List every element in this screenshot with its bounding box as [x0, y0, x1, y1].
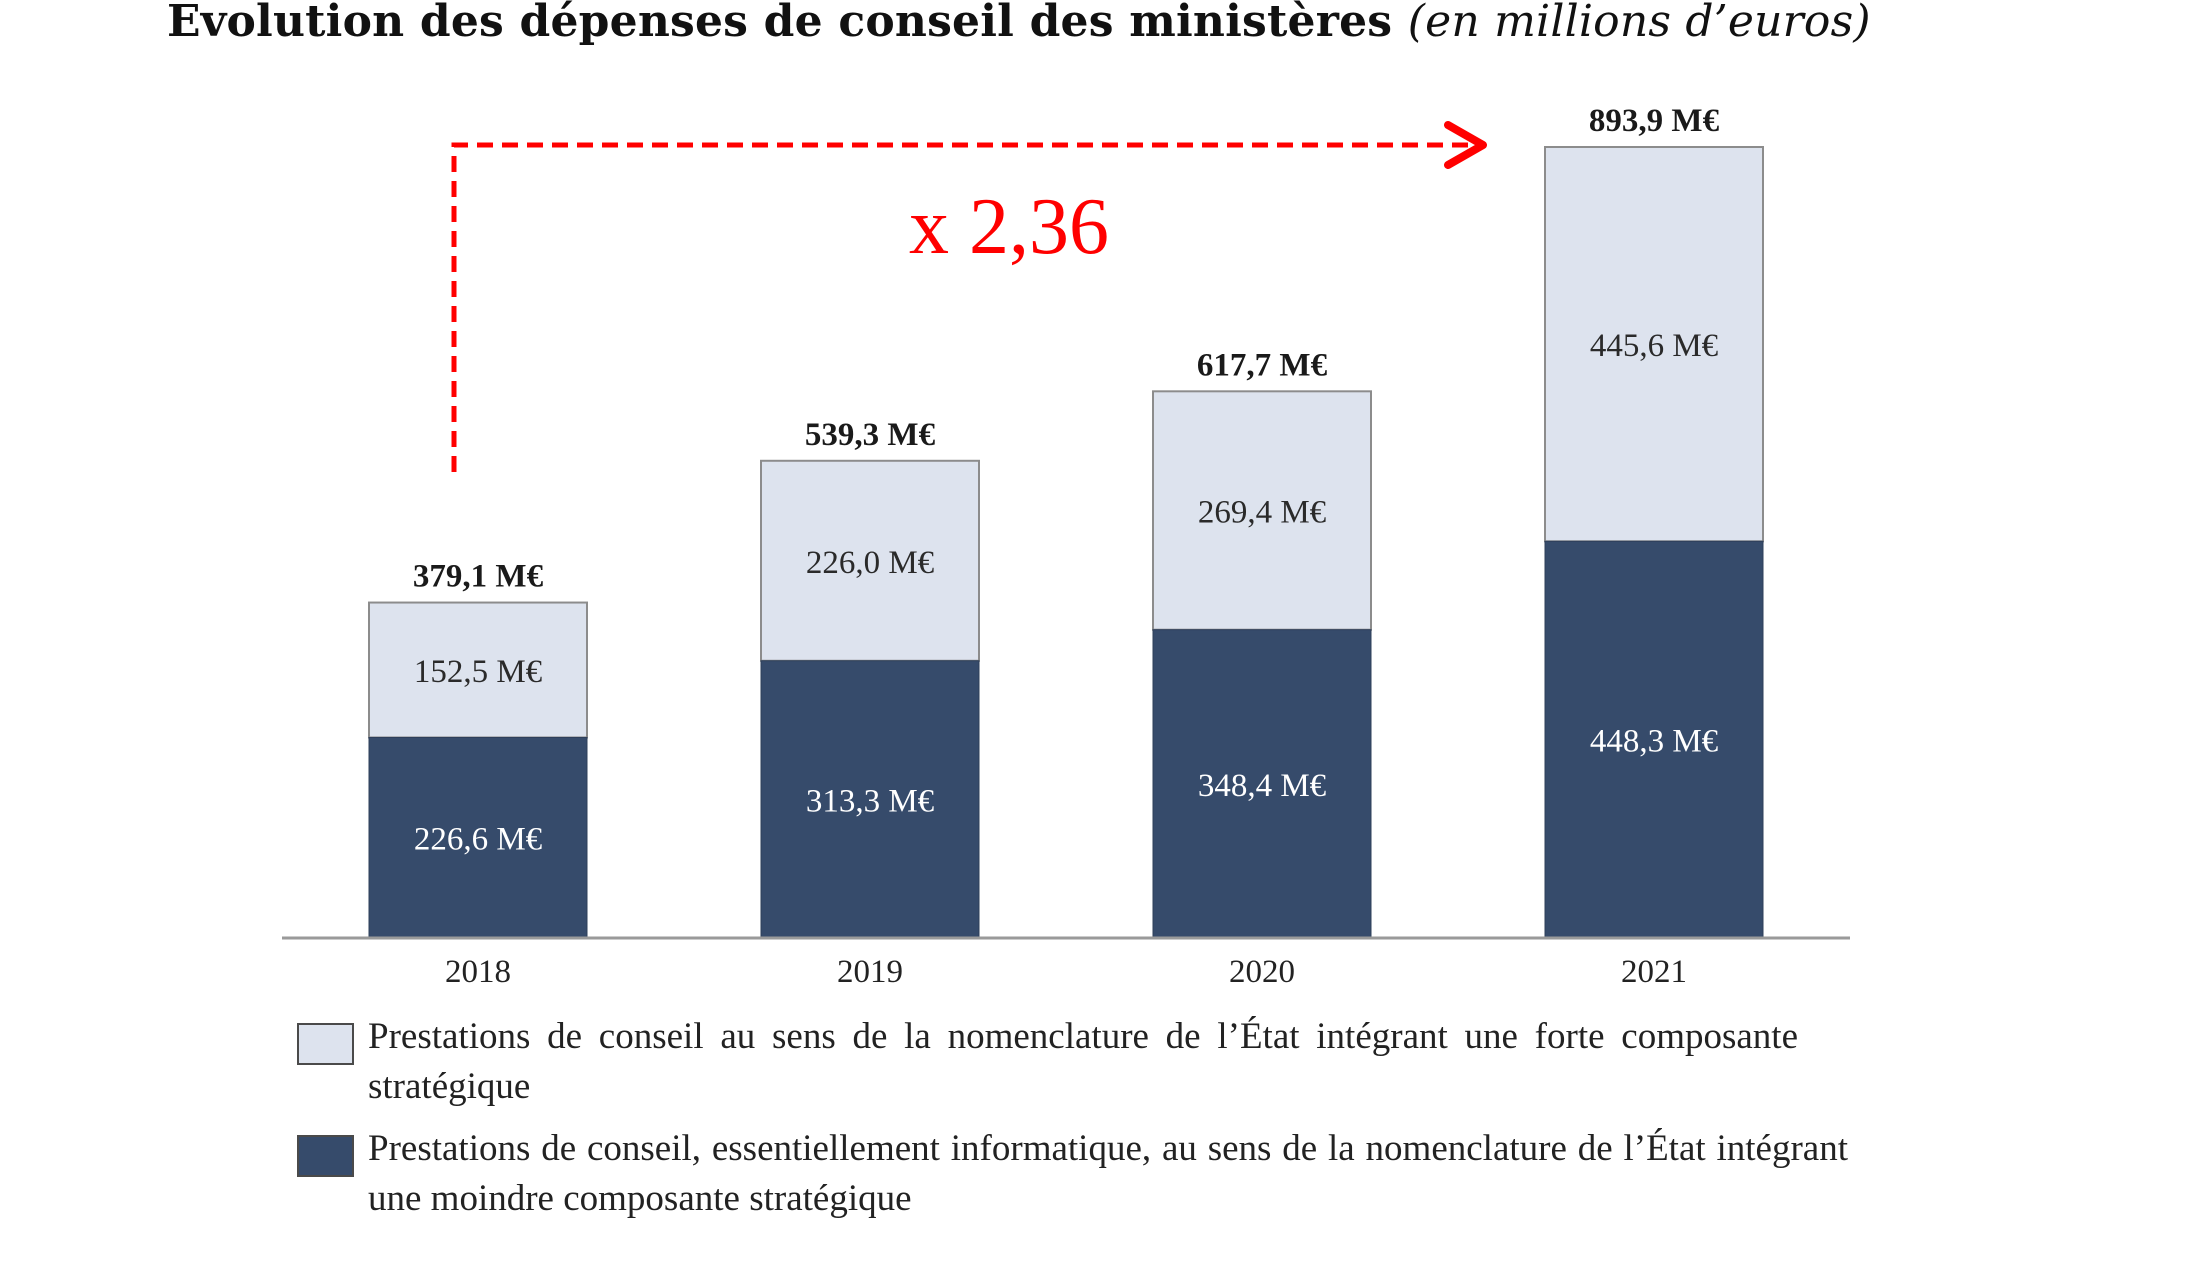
growth-ratio-label: x 2,36: [909, 183, 1109, 271]
labels-layer: 152,5 M€ 226,6 M€ 379,1 M€ 2018 226,0 M€ 313,…: [413, 103, 1720, 990]
growth-annotation: x 2,36: [451, 121, 1487, 472]
data-label-strategic-2020: 269,4 M€: [1198, 495, 1326, 531]
data-label-strategic-2019: 226,0 M€: [806, 545, 934, 581]
legend-swatch-it: [297, 1135, 354, 1177]
data-label-strategic-2021: 445,6 M€: [1590, 328, 1718, 364]
legend-label-strategic: Prestations de conseil au sens de la nom…: [368, 1016, 1798, 1107]
data-label-it-2020: 348,4 M€: [1198, 768, 1326, 804]
legend-label-it: Prestations de conseil, essentiellement …: [368, 1128, 1848, 1219]
x-tick-label-2019: 2019: [837, 954, 903, 990]
x-tick-label-2018: 2018: [445, 954, 511, 990]
x-tick-label-2020: 2020: [1229, 954, 1295, 990]
total-label-2020: 617,7 M€: [1197, 347, 1328, 383]
total-label-2019: 539,3 M€: [805, 417, 936, 453]
bar-segment-it-2020: [1152, 629, 1372, 939]
chart-title: Evolution des dépenses de conseil des mi…: [167, 0, 1871, 47]
x-tick-label-2021: 2021: [1621, 954, 1687, 990]
bars-layer: [368, 146, 1764, 939]
data-label-it-2021: 448,3 M€: [1590, 724, 1718, 760]
bar-segment-strategic-2019: [760, 459, 980, 662]
chart-title-main: Evolution des dépenses de conseil des mi…: [167, 0, 1393, 47]
data-label-strategic-2018: 152,5 M€: [414, 654, 542, 690]
data-label-it-2018: 226,6 M€: [414, 822, 542, 858]
stacked-bar-chart: 152,5 M€ 226,6 M€ 379,1 M€ 2018 226,0 M€ 313,…: [282, 103, 1850, 990]
data-label-it-2019: 313,3 M€: [806, 783, 934, 819]
total-label-2018: 379,1 M€: [413, 559, 544, 595]
bar-segment-strategic-2021: [1544, 146, 1764, 543]
bar-segment-it-2019: [760, 660, 980, 939]
bar-segment-it-2018: [368, 736, 588, 939]
bar-segment-it-2021: [1544, 540, 1764, 939]
bar-segment-strategic-2020: [1152, 390, 1372, 631]
legend-swatch-strategic: [297, 1023, 354, 1065]
total-label-2021: 893,9 M€: [1589, 103, 1720, 139]
chart-title-unit: (en millions d’euros): [1407, 0, 1871, 47]
growth-arrow: [451, 121, 1487, 472]
